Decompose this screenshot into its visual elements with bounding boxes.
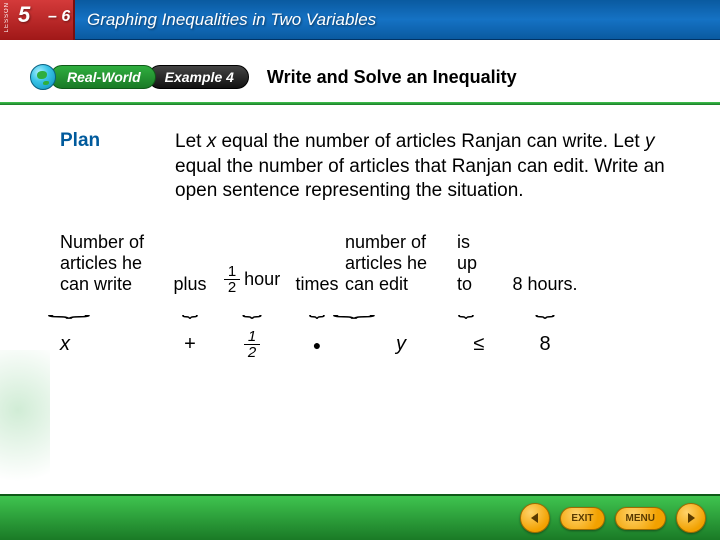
phrase-upto: is up to ⏟ [457, 232, 501, 317]
phrase-edit-l3: can edit [345, 274, 408, 294]
phrase-hours: 8 hours. ⏟ [501, 274, 589, 317]
decorative-swirl [0, 350, 50, 500]
brace-icon: ⏟ [47, 303, 90, 314]
example-bar: Real-World Example 4 Write and Solve an … [30, 62, 720, 92]
next-button[interactable] [676, 503, 706, 533]
phrase-upto-l3: to [457, 274, 472, 294]
sym-y: y [345, 333, 457, 356]
sym-x: x [60, 333, 165, 356]
phrase-upto-l1: is [457, 232, 470, 252]
sym-dot: ● [289, 337, 345, 353]
top-bar: LESSON 5 – 6 Graphing Inequalities in Tw… [0, 0, 720, 40]
realworld-badge: Real-World [50, 65, 156, 89]
frac-den: 2 [224, 280, 240, 295]
plan-label: Plan [60, 130, 175, 204]
phrase-row: Number of articles he can write ⏟ plus ⏟… [60, 232, 690, 317]
lesson-section: – 6 [48, 8, 70, 26]
content-area: Plan Let x equal the number of articles … [60, 130, 690, 360]
phrase-plus-text: plus [173, 274, 206, 295]
fraction-half: 1 2 [224, 264, 240, 295]
arrow-left-icon [528, 511, 542, 525]
example-title: Write and Solve an Inequality [267, 67, 517, 88]
phrase-write: Number of articles he can write ⏟ [60, 232, 165, 317]
plan-p2: equal the number of articles Ranjan can … [216, 131, 645, 152]
sym-le: ≤ [457, 333, 501, 356]
lesson-tab: LESSON 5 – 6 [0, 0, 75, 40]
half-unit: hour [244, 269, 280, 290]
fraction-half: 1 2 [244, 329, 260, 360]
exit-button[interactable]: EXIT [560, 507, 604, 530]
plan-x: x [207, 131, 217, 152]
brace-icon: ⏟ [535, 303, 555, 314]
phrase-hours-text: 8 hours. [512, 274, 577, 295]
bottom-nav: EXIT MENU [0, 494, 720, 540]
phrase-half-hour: 1 2 hour ⏟ [215, 264, 289, 317]
brace-icon: ⏟ [332, 303, 375, 314]
example-badge: Example 4 [148, 65, 249, 89]
plan-p1: Let [175, 131, 207, 152]
page-title: Graphing Inequalities in Two Variables [87, 10, 376, 30]
plan-y: y [645, 131, 655, 152]
plan-text: Let x equal the number of articles Ranja… [175, 130, 690, 204]
phrase-edit: number of articles he can edit ⏟ [345, 232, 457, 317]
lesson-word: LESSON [4, 2, 10, 32]
phrase-write-l2: articles he [60, 253, 142, 273]
phrase-edit-l2: articles he [345, 253, 427, 273]
frac-num: 1 [224, 264, 240, 280]
phrase-edit-l1: number of [345, 232, 426, 252]
divider [0, 102, 720, 105]
phrase-write-l1: Number of [60, 232, 144, 252]
sym-half: 1 2 [215, 329, 289, 360]
phrase-plus: plus ⏟ [165, 274, 215, 317]
brace-icon: ⏟ [242, 303, 262, 314]
plan-row: Plan Let x equal the number of articles … [60, 130, 690, 204]
phrase-write-l3: can write [60, 274, 132, 294]
brace-icon: ⏟ [458, 303, 474, 314]
frac-den: 2 [244, 345, 260, 360]
globe-icon [30, 64, 56, 90]
prev-button[interactable] [520, 503, 550, 533]
frac-num: 1 [244, 329, 260, 345]
sym-eight: 8 [501, 333, 589, 356]
plan-p3: equal the number of articles that Ranjan… [175, 156, 665, 202]
brace-icon: ⏟ [182, 303, 198, 314]
brace-icon: ⏟ [309, 303, 325, 314]
symbol-row: x + 1 2 ● y ≤ 8 [60, 329, 690, 360]
sym-plus: + [165, 333, 215, 356]
arrow-right-icon [684, 511, 698, 525]
menu-button[interactable]: MENU [615, 507, 666, 530]
lesson-chapter: 5 [18, 2, 30, 28]
phrase-upto-l2: up [457, 253, 477, 273]
phrase-times-text: times [295, 274, 338, 295]
